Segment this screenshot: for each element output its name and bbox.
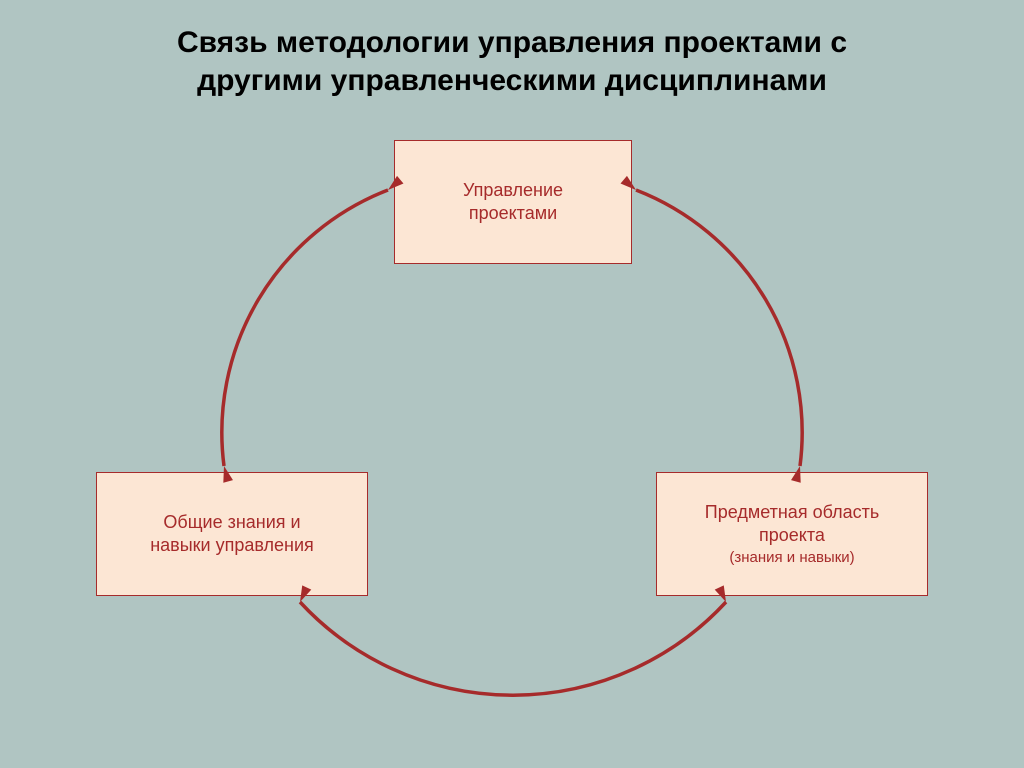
node-top: Управление проектами (394, 140, 632, 264)
node-left: Общие знания и навыки управления (96, 472, 368, 596)
node-right-sub: (знания и навыки) (729, 548, 854, 568)
title-line1: Связь методологии управления проектами с (177, 26, 847, 59)
node-right: Предметная область проекта (знания и нав… (656, 472, 928, 596)
node-left-line1: Общие знания и (163, 511, 300, 534)
node-right-line1: Предметная область (705, 501, 879, 524)
node-top-line1: Управление (463, 179, 563, 202)
diagram-canvas: Связь методологии управления проектами с… (0, 0, 1024, 768)
arrows-layer (0, 0, 1024, 768)
diagram-title: Связь методологии управления проектами с… (0, 24, 1024, 99)
node-left-line2: навыки управления (150, 534, 314, 557)
title-line2: другими управленческими дисциплинами (197, 64, 827, 97)
node-top-line2: проектами (469, 202, 557, 225)
node-right-line2: проекта (759, 524, 825, 547)
